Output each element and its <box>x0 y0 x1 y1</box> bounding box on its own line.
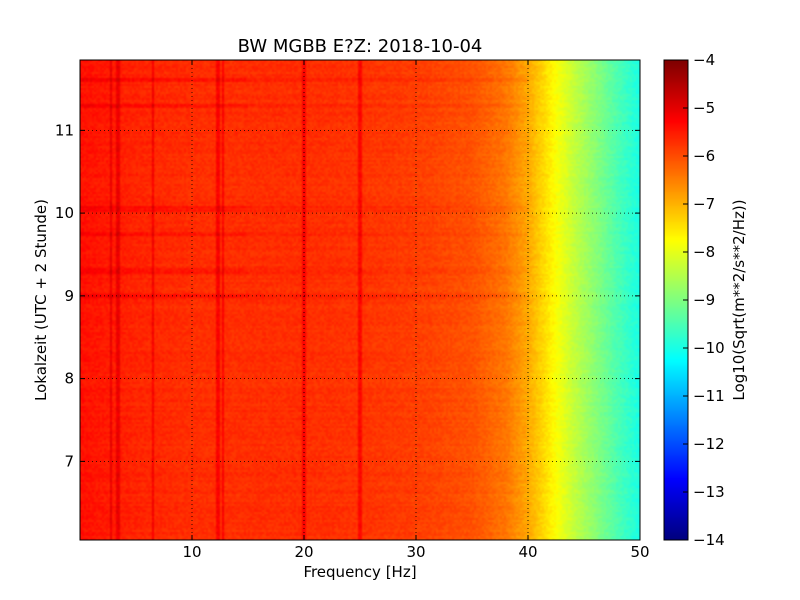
y-axis-ticks: 7 8 9 10 11 <box>55 121 640 470</box>
colorbar-tick-label: −5 <box>693 99 715 117</box>
grid-lines <box>80 60 640 540</box>
x-axis-label: Frequency [Hz] <box>303 563 416 581</box>
colorbar-tick-label: −9 <box>693 291 715 309</box>
x-tick-label: 10 <box>182 543 201 561</box>
colorbar-tick-label: −12 <box>693 435 725 453</box>
colorbar-tick-label: −8 <box>693 243 715 261</box>
y-tick-label: 10 <box>55 204 74 222</box>
chart-title: BW MGBB E?Z: 2018-10-04 <box>238 36 483 57</box>
colorbar-tick-label: −6 <box>693 147 715 165</box>
spectrogram-plot: 10 20 30 40 50 7 8 9 10 11 <box>55 59 650 561</box>
x-axis-ticks: 10 20 30 40 50 <box>182 60 650 561</box>
plot-frame <box>79 59 641 541</box>
colorbar-ticks: −4 −5 −6 −7 −8 −9 −10 −11 −12 −13 −14 <box>683 51 725 549</box>
colorbar-tick-label: −10 <box>693 339 725 357</box>
colorbar-tick-label: −14 <box>693 531 725 549</box>
y-tick-label: 11 <box>55 121 74 139</box>
y-tick-label: 9 <box>64 287 74 305</box>
colorbar-tick-label: −7 <box>693 195 715 213</box>
x-tick-label: 20 <box>294 543 313 561</box>
y-tick-label: 8 <box>64 370 74 388</box>
x-tick-label: 30 <box>406 543 425 561</box>
colorbar-tick-label: −4 <box>693 51 715 69</box>
spectrogram-heatmap <box>80 60 640 540</box>
colorbar: −4 −5 −6 −7 −8 −9 −10 −11 −12 −13 −14 Log10(Sqrt(m… <box>663 51 748 549</box>
y-axis-label: Lokalzeit (UTC + 2 Stunde) <box>32 199 50 401</box>
colorbar-tick-label: −11 <box>693 387 725 405</box>
colorbar-label: Log10(Sqrt(m**2/s**2/Hz)) <box>730 199 748 400</box>
colorbar-tick-label: −13 <box>693 483 725 501</box>
x-tick-label: 50 <box>630 543 649 561</box>
y-tick-label: 7 <box>64 452 74 470</box>
x-tick-label: 40 <box>518 543 537 561</box>
